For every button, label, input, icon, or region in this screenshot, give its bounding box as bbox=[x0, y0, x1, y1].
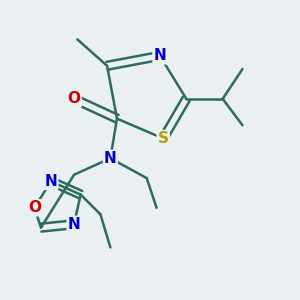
Text: S: S bbox=[158, 131, 169, 146]
Text: N: N bbox=[104, 151, 117, 166]
Text: N: N bbox=[154, 48, 166, 63]
Text: O: O bbox=[28, 200, 41, 215]
Text: N: N bbox=[45, 174, 57, 189]
Text: O: O bbox=[68, 91, 80, 106]
Text: N: N bbox=[68, 217, 80, 232]
